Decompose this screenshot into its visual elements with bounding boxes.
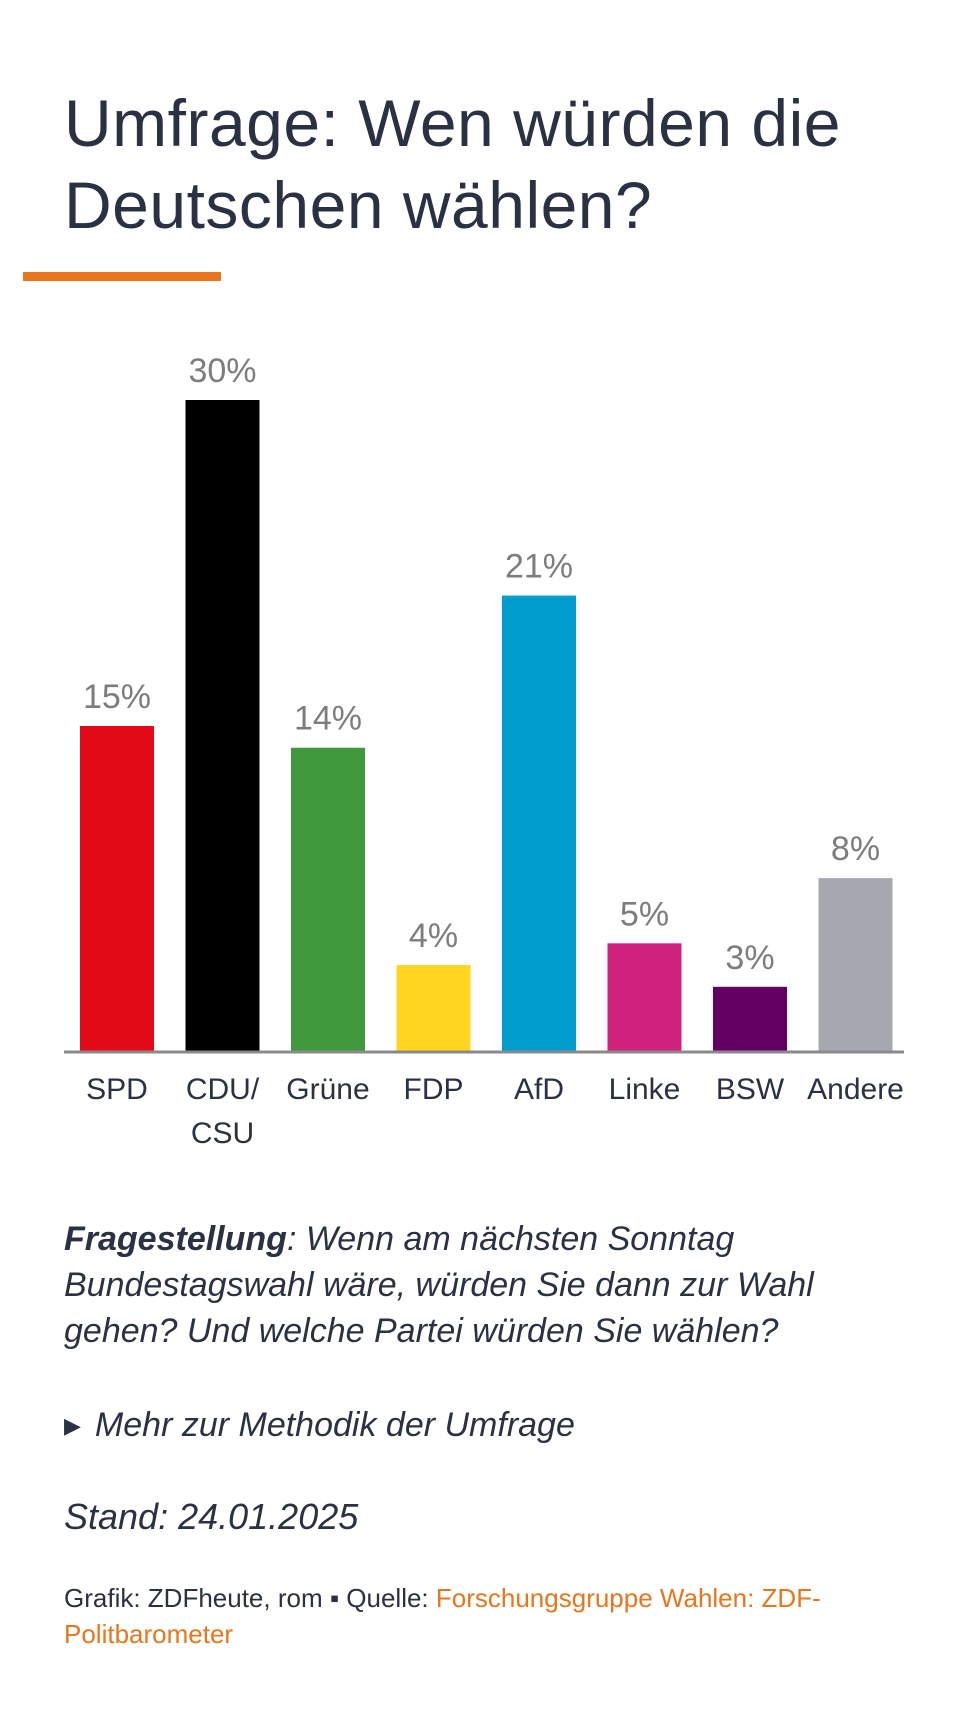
bars-group [80,400,893,1052]
bar-chart: 15% 30% 14% 4% 21% 5% 3% 8% SPD CDU/CSU Grüne FDP A… [64,352,904,1150]
value-label: 8% [831,830,880,868]
value-label: 4% [409,917,458,955]
category-label: Andere [807,1073,904,1106]
category-label: CDU/CSU [186,1073,260,1150]
bar-cducsu [185,400,260,1052]
value-label: 5% [620,895,669,933]
stand-date: Stand: 24.01.2025 [64,1496,359,1537]
value-label: 21% [505,548,573,586]
triangle-right-icon: ▶ [64,1413,81,1438]
source-link[interactable]: Forschungsgruppe Wahlen: ZDF-Politbarome… [64,1583,821,1649]
category-label: BSW [716,1073,785,1106]
bar-grüne [291,747,365,1052]
category-label: Linke [609,1073,681,1106]
value-label: 3% [725,939,774,977]
page-title: Umfrage: Wen würden die Deutschen wählen… [64,86,841,242]
category-label: SPD [86,1073,148,1106]
method-link-label: Mehr zur Methodik der Umfrage [94,1406,575,1444]
question-label: Fragestellung [64,1220,287,1258]
method-link[interactable]: ▶ Mehr zur Methodik der Umfrage [64,1402,575,1449]
question-text: Fragestellung: Wenn am nächsten Sonntag … [64,1216,864,1354]
question-body: : Wenn am nächsten Sonntag Bundestagswah… [64,1220,814,1350]
credits: Grafik: ZDFheute, rom ▪ Quelle: Forschun… [64,1580,924,1652]
bar-andere [818,878,893,1052]
bar-bsw [713,986,787,1052]
bar-afd [502,595,576,1052]
bar-linke [607,943,682,1052]
title-underline [23,272,221,281]
category-label: AfD [514,1073,564,1106]
value-label: 15% [83,678,151,716]
value-labels-group: 15% 30% 14% 4% 21% 5% 3% 8% [83,352,880,977]
bar-spd [80,726,154,1052]
category-label: FDP [404,1073,464,1106]
value-label: 14% [294,700,362,738]
category-labels-group: SPD CDU/CSU Grüne FDP AfD Linke BSW Andere [86,1073,904,1150]
value-label: 30% [188,352,256,390]
category-label: Grüne [286,1073,369,1106]
bar-fdp [396,965,471,1052]
credits-prefix: Grafik: ZDFheute, rom ▪ Quelle: [64,1583,436,1613]
